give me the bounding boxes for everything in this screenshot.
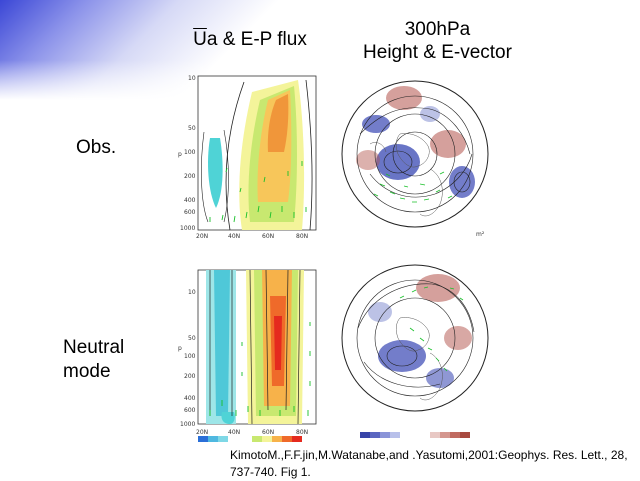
- obs-map-vectors: [373, 171, 453, 203]
- obs-map-scale-label: m²: [476, 231, 485, 238]
- obs-map-anomalies: [356, 86, 475, 198]
- obs-ptick-200: 200: [184, 173, 196, 180]
- obs-ptick-10: 10: [188, 75, 196, 82]
- right-column-title: 300hPa Height & E-vector: [340, 18, 535, 64]
- obs-lat-80n: 80N: [296, 233, 308, 240]
- neutral-negative-core: [214, 270, 230, 416]
- obs-negative-cyan: [208, 138, 223, 208]
- obs-contour-3: [201, 129, 229, 223]
- row-label-neutral: Neutral mode: [63, 336, 124, 384]
- row-label-obs: Obs.: [76, 137, 117, 158]
- neutral-lat-80n: 80N: [296, 429, 308, 436]
- title-height-evector: Height & E-vector: [363, 42, 512, 63]
- obs-lat-40n: 40N: [228, 233, 240, 240]
- obs-ptick-400: 400: [184, 197, 196, 204]
- neutral-lat-40n: 40N: [228, 429, 240, 436]
- neutral-map-colorbar: [360, 432, 470, 438]
- obs-positive-core: [267, 94, 289, 152]
- title-u-overbar: U: [193, 29, 207, 50]
- neutral-ptick-1000: 1000: [180, 421, 195, 428]
- neutral-polar-map: [341, 264, 489, 438]
- neutral-lat-60n: 60N: [262, 429, 274, 436]
- neutral-map-vectors: [399, 286, 464, 372]
- slide-corner-gradient: [0, 0, 300, 100]
- neutral-positive-core: [274, 316, 282, 370]
- obs-contour-2: [305, 79, 313, 231]
- row-label-neutral-line2: mode: [63, 361, 111, 382]
- obs-ptick-100: 100: [184, 149, 196, 156]
- obs-lat-60n: 60N: [262, 233, 274, 240]
- neutral-section-colorbar: [198, 436, 302, 442]
- obs-ptick-1000: 1000: [180, 225, 195, 232]
- neutral-lat-20n: 20N: [196, 429, 208, 436]
- obs-polar-map: m²: [341, 80, 489, 238]
- title-300hpa: 300hPa: [404, 19, 471, 40]
- neutral-low-cyan: [221, 412, 235, 424]
- title-ep-flux: a & E-P flux: [206, 29, 307, 50]
- obs-section-plot: p 10 50 100 200 400 600 1000 20N 40N 60N…: [178, 75, 317, 240]
- obs-axis-label: p: [178, 151, 182, 158]
- citation-text: KimotoM.,F.F.jin,M.Watanabe,and .Yasutom…: [230, 448, 628, 479]
- neutral-section-plot: p 10 50 100 200 400 600 1000 20N 40N 60N…: [178, 269, 317, 442]
- obs-map-contours: [356, 95, 474, 213]
- neutral-ptick-400: 400: [184, 395, 196, 402]
- neutral-map-contours: [356, 279, 475, 397]
- obs-ptick-50: 50: [188, 125, 196, 132]
- neutral-contours: [209, 269, 301, 425]
- row-label-neutral-line1: Neutral: [63, 337, 125, 358]
- obs-ptick-600: 600: [184, 209, 196, 216]
- neutral-ptick-200: 200: [184, 373, 196, 380]
- neutral-ptick-10: 10: [188, 289, 196, 296]
- neutral-ptick-600: 600: [184, 407, 196, 414]
- neutral-axis-label: p: [178, 345, 182, 352]
- obs-map-coastlines: [369, 133, 443, 217]
- neutral-ptick-50: 50: [188, 335, 196, 342]
- neutral-ptick-100: 100: [184, 353, 196, 360]
- neutral-vector-arrows: [209, 322, 311, 416]
- obs-vector-arrows: [209, 161, 307, 223]
- obs-lat-20n: 20N: [196, 233, 208, 240]
- left-column-title: Ua & E-P flux: [170, 28, 330, 51]
